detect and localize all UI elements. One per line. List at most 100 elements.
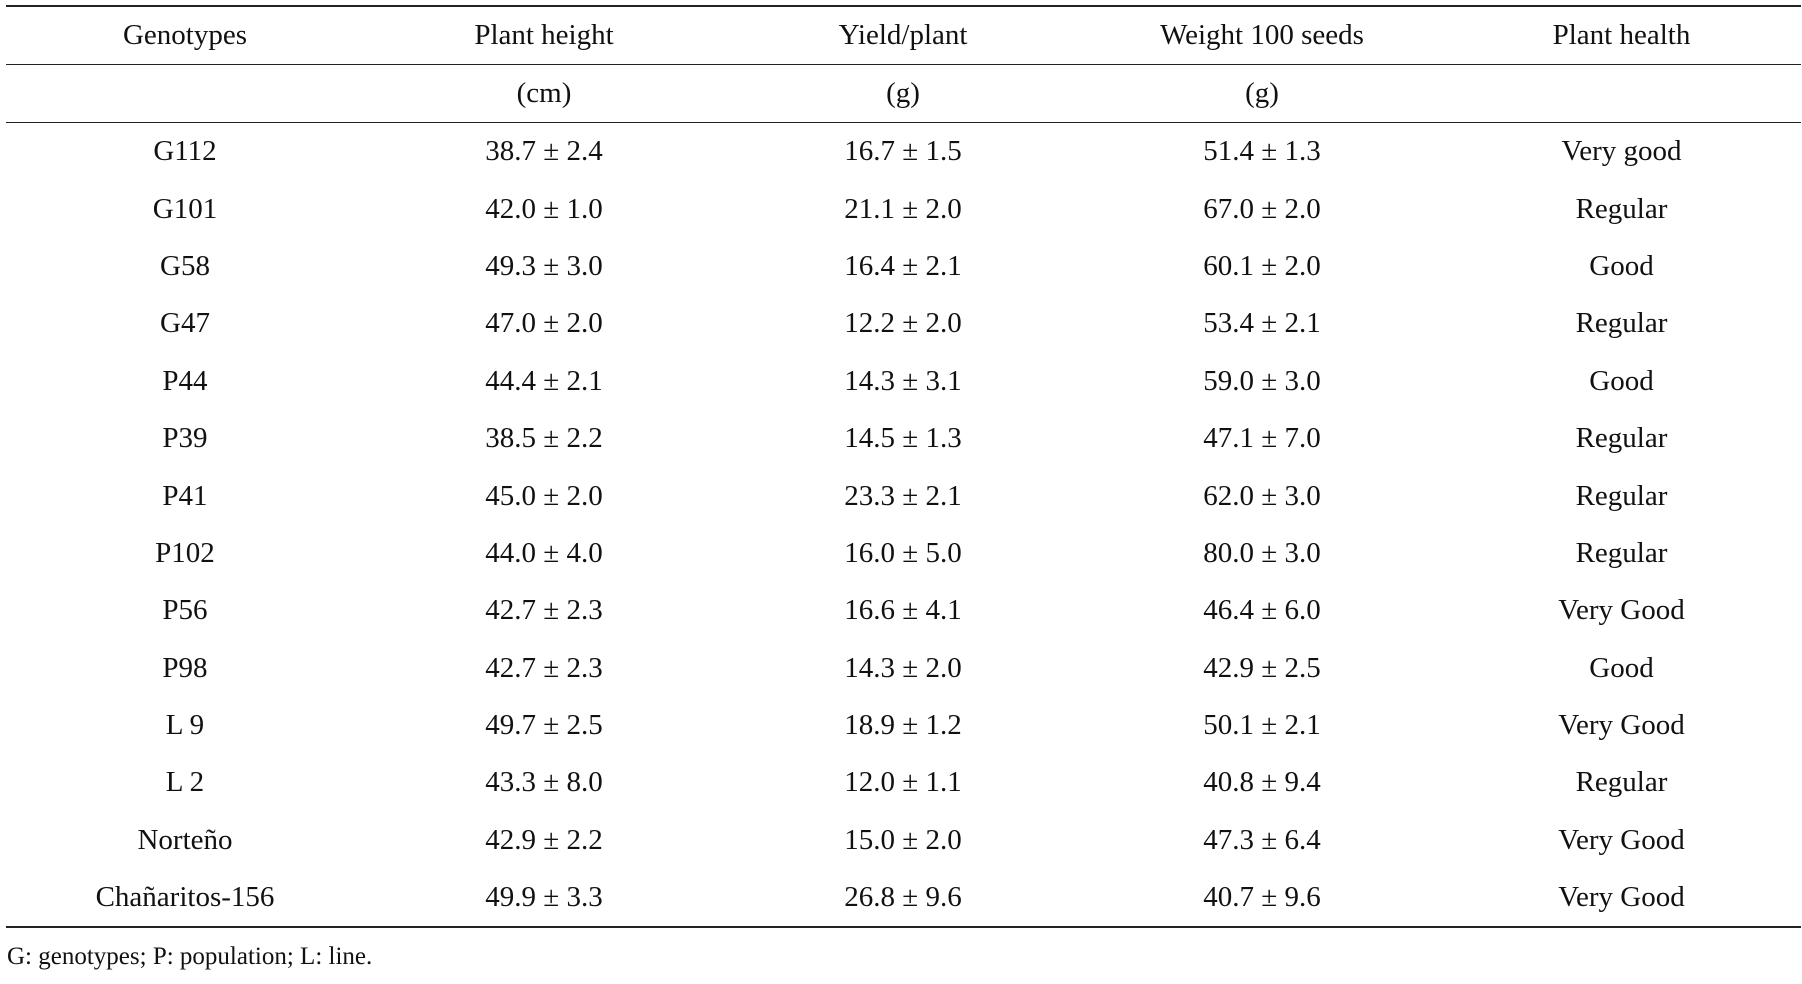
genotype-cell: P56 — [162, 594, 208, 627]
genotype-cell: P41 — [162, 479, 208, 512]
yield-per-plant-cell: 16.0 ± 5.0 — [844, 536, 962, 569]
genotype-table: Genotypes Plant height Yield/plant Weigh… — [6, 5, 1801, 929]
plant-health-cell: Very Good — [1558, 709, 1685, 742]
yield-per-plant-cell: 12.2 ± 2.0 — [844, 307, 962, 340]
genotype-cell: Norteño — [137, 823, 233, 856]
table-row: P44 44.4 ± 2.1 14.3 ± 3.1 59.0 ± 3.0 Good — [6, 353, 1801, 410]
plant-height-cell: 45.0 ± 2.0 — [485, 479, 603, 512]
table-body: G112 38.7 ± 2.4 16.7 ± 1.5 51.4 ± 1.3 Very g… — [6, 123, 1801, 929]
plant-height-cell: 42.0 ± 1.0 — [485, 192, 603, 225]
plant-height-cell: 49.7 ± 2.5 — [485, 709, 603, 742]
table-row: P41 45.0 ± 2.0 23.3 ± 2.1 62.0 ± 3.0 Regular — [6, 467, 1801, 524]
genotype-cell: G101 — [152, 192, 218, 225]
plant-height-cell: 47.0 ± 2.0 — [485, 307, 603, 340]
unit-genotypes — [6, 64, 364, 123]
unit-row: (cm) (g) (g) — [6, 64, 1801, 123]
table-row: P102 44.0 ± 4.0 16.0 ± 5.0 80.0 ± 3.0 Regula… — [6, 525, 1801, 582]
table-row: G112 38.7 ± 2.4 16.7 ± 1.5 51.4 ± 1.3 Very g… — [6, 123, 1801, 181]
unit-plant-health — [1442, 64, 1801, 123]
header-weight-100-seeds: Weight 100 seeds — [1082, 5, 1442, 65]
plant-height-cell: 49.3 ± 3.0 — [485, 249, 603, 282]
plant-height-cell: 42.7 ± 2.3 — [485, 651, 603, 684]
plant-health-cell: Very Good — [1558, 594, 1685, 627]
header-row: Genotypes Plant height Yield/plant Weigh… — [6, 5, 1801, 65]
weight-100-seeds-cell: 67.0 ± 2.0 — [1203, 192, 1321, 225]
genotype-cell: Chañaritos-156 — [6, 869, 364, 929]
plant-height-cell: 38.7 ± 2.4 — [485, 135, 603, 168]
genotype-cell: G112 — [153, 135, 217, 168]
header-yield-per-plant: Yield/plant — [724, 5, 1082, 65]
table-footnote: G: genotypes; P: population; L: line. — [7, 943, 373, 970]
yield-per-plant-cell: 16.7 ± 1.5 — [844, 135, 962, 168]
yield-per-plant-cell: 26.8 ± 9.6 — [724, 869, 1082, 929]
weight-100-seeds-cell: 50.1 ± 2.1 — [1203, 709, 1321, 742]
genotype-cell: G47 — [160, 307, 210, 340]
plant-height-cell: 49.9 ± 3.3 — [364, 869, 724, 929]
table-row: L 2 43.3 ± 8.0 12.0 ± 1.1 40.8 ± 9.4 Regular — [6, 754, 1801, 811]
weight-100-seeds-cell: 47.3 ± 6.4 — [1203, 823, 1321, 856]
plant-height-cell: 42.7 ± 2.3 — [485, 594, 603, 627]
table-row: G47 47.0 ± 2.0 12.2 ± 2.0 53.4 ± 2.1 Regular — [6, 295, 1801, 352]
genotype-cell: P39 — [162, 422, 208, 455]
plant-health-cell: Regular — [1575, 307, 1668, 340]
weight-100-seeds-cell: 62.0 ± 3.0 — [1203, 479, 1321, 512]
weight-100-seeds-cell: 51.4 ± 1.3 — [1203, 135, 1321, 168]
yield-per-plant-cell: 21.1 ± 2.0 — [844, 192, 962, 225]
unit-yield-per-plant: (g) — [724, 64, 1082, 123]
genotype-cell: L 2 — [165, 766, 205, 799]
table-row: L 9 49.7 ± 2.5 18.9 ± 1.2 50.1 ± 2.1 Very Go… — [6, 697, 1801, 754]
genotype-cell: P98 — [162, 651, 208, 684]
weight-100-seeds-cell: 80.0 ± 3.0 — [1203, 536, 1321, 569]
yield-per-plant-cell: 23.3 ± 2.1 — [844, 479, 962, 512]
unit-plant-height: (cm) — [364, 64, 724, 123]
table-row: P98 42.7 ± 2.3 14.3 ± 2.0 42.9 ± 2.5 Good — [6, 640, 1801, 697]
weight-100-seeds-cell: 40.7 ± 9.6 — [1082, 869, 1442, 929]
plant-health-cell: Regular — [1575, 766, 1668, 799]
plant-health-cell: Very good — [1561, 135, 1682, 168]
plant-health-cell: Regular — [1575, 536, 1668, 569]
plant-health-cell: Good — [1589, 364, 1654, 397]
yield-per-plant-cell: 16.6 ± 4.1 — [844, 594, 962, 627]
header-plant-health: Plant health — [1442, 5, 1801, 65]
table-row: G101 42.0 ± 1.0 21.1 ± 2.0 67.0 ± 2.0 Regula… — [6, 180, 1801, 237]
yield-per-plant-cell: 18.9 ± 1.2 — [844, 709, 962, 742]
plant-height-cell: 43.3 ± 8.0 — [485, 766, 603, 799]
weight-100-seeds-cell: 53.4 ± 2.1 — [1203, 307, 1321, 340]
header-plant-height: Plant height — [364, 5, 724, 65]
plant-health-cell: Very Good — [1442, 869, 1801, 929]
plant-health-cell: Good — [1589, 249, 1654, 282]
plant-height-cell: 38.5 ± 2.2 — [485, 422, 603, 455]
plant-height-cell: 42.9 ± 2.2 — [485, 823, 603, 856]
weight-100-seeds-cell: 46.4 ± 6.0 — [1203, 594, 1321, 627]
yield-per-plant-cell: 14.5 ± 1.3 — [844, 422, 962, 455]
table-row: Norteño 42.9 ± 2.2 15.0 ± 2.0 47.3 ± 6.4 Ver… — [6, 812, 1801, 869]
plant-height-cell: 44.0 ± 4.0 — [485, 536, 603, 569]
data-table-container: Genotypes Plant height Yield/plant Weigh… — [6, 5, 1801, 929]
genotype-cell: G58 — [160, 249, 210, 282]
genotype-cell: P44 — [162, 364, 208, 397]
header-genotypes: Genotypes — [6, 5, 364, 65]
plant-health-cell: Regular — [1575, 479, 1668, 512]
plant-health-cell: Regular — [1575, 422, 1668, 455]
yield-per-plant-cell: 15.0 ± 2.0 — [844, 823, 962, 856]
plant-health-cell: Very Good — [1558, 823, 1685, 856]
yield-per-plant-cell: 16.4 ± 2.1 — [844, 249, 962, 282]
genotype-cell: P102 — [155, 536, 215, 569]
yield-per-plant-cell: 14.3 ± 2.0 — [844, 651, 962, 684]
table-row: G58 49.3 ± 3.0 16.4 ± 2.1 60.1 ± 2.0 Good — [6, 238, 1801, 295]
table-row: Chañaritos-156 49.9 ± 3.3 26.8 ± 9.6 40.7 ±… — [6, 869, 1801, 929]
weight-100-seeds-cell: 47.1 ± 7.0 — [1203, 422, 1321, 455]
weight-100-seeds-cell: 60.1 ± 2.0 — [1203, 249, 1321, 282]
plant-health-cell: Good — [1589, 651, 1654, 684]
plant-height-cell: 44.4 ± 2.1 — [485, 364, 603, 397]
yield-per-plant-cell: 12.0 ± 1.1 — [844, 766, 962, 799]
unit-weight-100-seeds: (g) — [1082, 64, 1442, 123]
genotype-cell: L 9 — [165, 709, 205, 742]
weight-100-seeds-cell: 40.8 ± 9.4 — [1203, 766, 1321, 799]
weight-100-seeds-cell: 59.0 ± 3.0 — [1203, 364, 1321, 397]
yield-per-plant-cell: 14.3 ± 3.1 — [844, 364, 962, 397]
table-row: P56 42.7 ± 2.3 16.6 ± 4.1 46.4 ± 6.0 Very Go… — [6, 582, 1801, 639]
weight-100-seeds-cell: 42.9 ± 2.5 — [1203, 651, 1321, 684]
table-row: P39 38.5 ± 2.2 14.5 ± 1.3 47.1 ± 7.0 Regular — [6, 410, 1801, 467]
table-head: Genotypes Plant height Yield/plant Weigh… — [6, 5, 1801, 123]
